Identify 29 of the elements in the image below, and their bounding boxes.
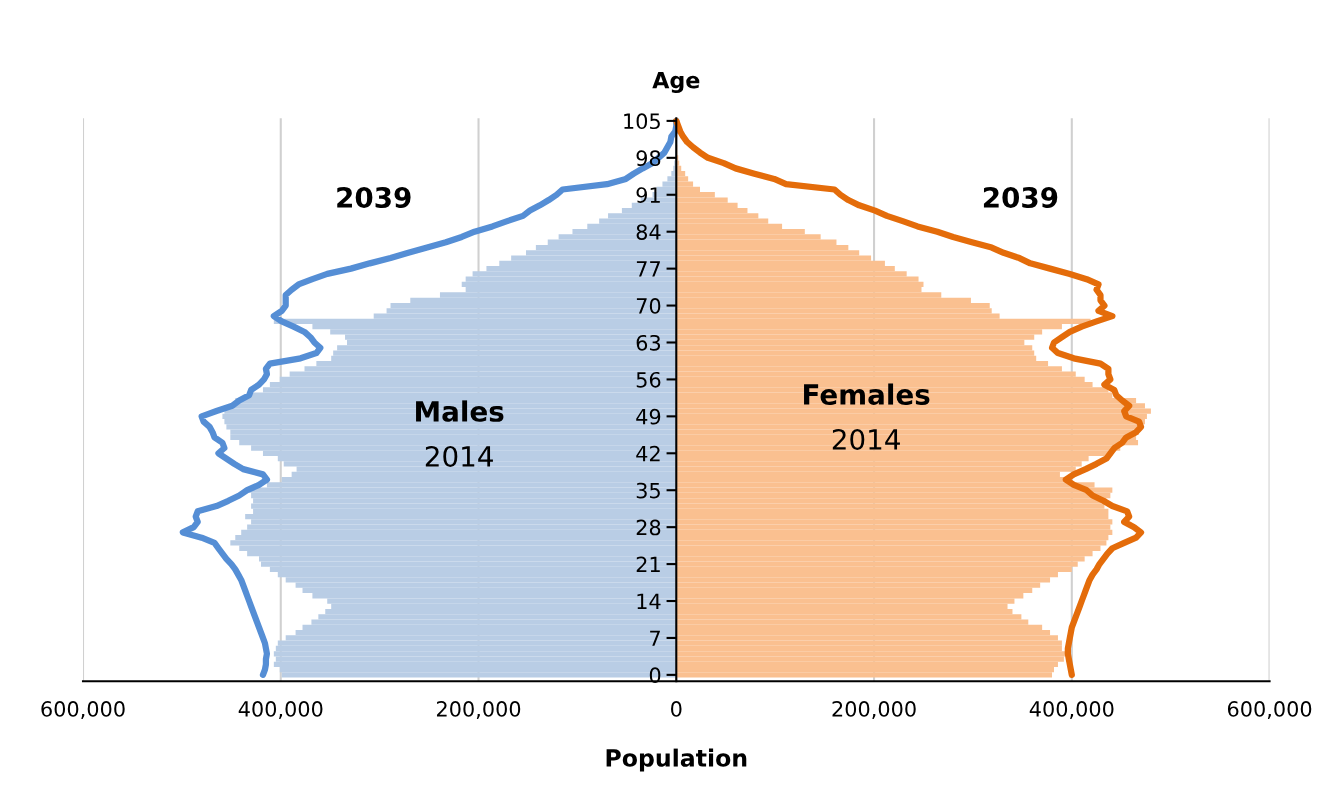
y-tick-label: 21 <box>636 556 660 572</box>
annotation: Males <box>416 400 504 422</box>
y-axis-title: Age <box>652 71 700 93</box>
annotation: 2039 <box>337 186 411 208</box>
y-tick-label: 14 <box>637 593 661 609</box>
x-tick-label: 0 <box>671 701 682 717</box>
y-tick-label: 70 <box>636 298 661 314</box>
y-tick-label: 56 <box>636 371 661 388</box>
annotation: 2014 <box>425 445 493 467</box>
y-tick-label: 7 <box>650 630 660 646</box>
y-tick-label: 105 <box>624 113 660 130</box>
y-tick-label: 91 <box>636 187 660 203</box>
y-tick-label: 35 <box>636 482 660 499</box>
y-tick-label: 84 <box>636 224 661 240</box>
x-tick-label: 600,000 <box>1227 701 1312 719</box>
x-tick-label: 200,000 <box>436 701 521 719</box>
annotation: 2014 <box>832 429 900 451</box>
y-tick-label: 77 <box>636 261 660 277</box>
annotation: 2039 <box>983 186 1058 208</box>
annotation: Females <box>804 383 930 405</box>
x-tick-label: 600,000 <box>41 701 125 719</box>
x-tick-label: 400,000 <box>1029 701 1114 719</box>
x-axis-title: Population <box>606 748 747 772</box>
y-tick-label: 42 <box>636 445 660 462</box>
x-tick-label: 200,000 <box>832 701 916 719</box>
y-tick-label: 28 <box>636 519 661 536</box>
x-tick-label: 400,000 <box>238 701 323 719</box>
y-tick-label: 63 <box>636 334 661 351</box>
y-tick-label: 49 <box>636 408 661 425</box>
